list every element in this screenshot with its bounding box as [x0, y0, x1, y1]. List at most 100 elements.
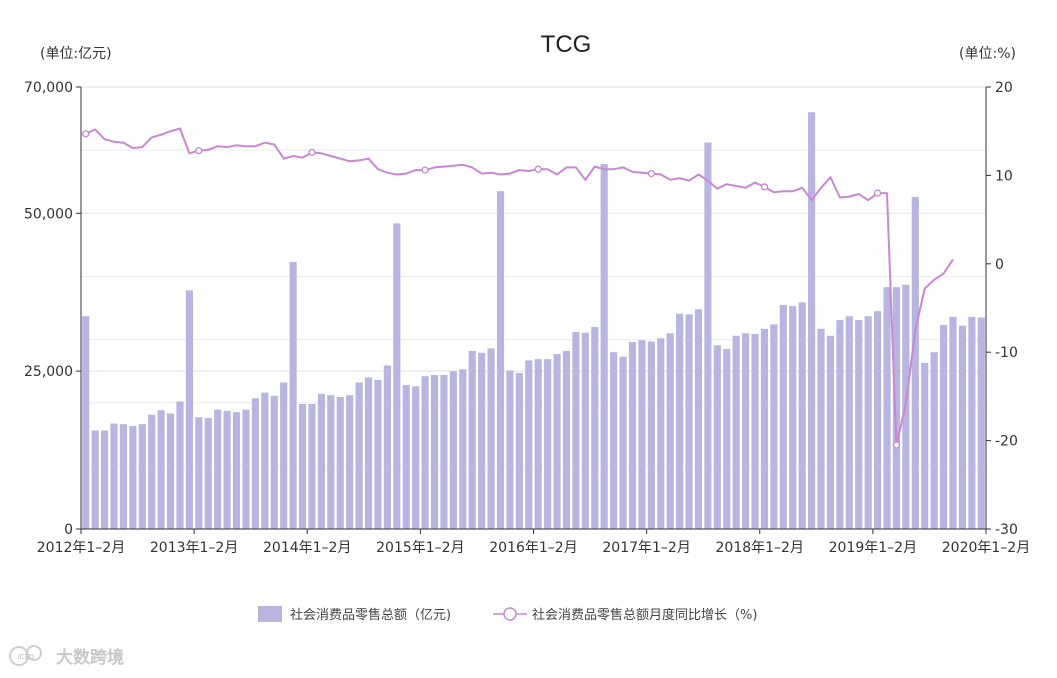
bar[interactable] — [478, 352, 486, 529]
bar[interactable] — [836, 319, 844, 529]
bar[interactable] — [242, 409, 250, 529]
bar[interactable] — [779, 304, 787, 529]
bar[interactable] — [939, 325, 948, 529]
bar[interactable] — [874, 311, 882, 529]
bar[interactable] — [704, 142, 712, 529]
bar[interactable] — [742, 333, 750, 529]
bar[interactable] — [223, 410, 231, 529]
bar[interactable] — [930, 352, 938, 529]
bar[interactable] — [138, 424, 146, 529]
bar[interactable] — [676, 313, 684, 529]
line-point[interactable] — [647, 169, 655, 178]
bar[interactable] — [600, 164, 608, 529]
bar[interactable] — [317, 393, 325, 529]
bar[interactable] — [468, 350, 476, 529]
line-point[interactable] — [308, 148, 316, 157]
bar[interactable] — [176, 401, 184, 529]
bar[interactable] — [383, 365, 391, 529]
bar[interactable] — [534, 359, 542, 529]
bar[interactable] — [487, 348, 495, 529]
bar[interactable] — [694, 309, 703, 529]
bar[interactable] — [760, 328, 769, 529]
bar[interactable] — [157, 410, 165, 529]
bar[interactable] — [119, 424, 128, 529]
bar[interactable] — [553, 354, 561, 529]
bar[interactable] — [855, 319, 863, 529]
bar[interactable] — [148, 414, 156, 529]
bar[interactable] — [185, 290, 193, 529]
bar[interactable] — [685, 314, 693, 529]
bar[interactable] — [110, 423, 118, 529]
bar[interactable] — [459, 369, 467, 529]
bar[interactable] — [204, 417, 212, 529]
line-point[interactable] — [892, 441, 901, 449]
bar[interactable] — [298, 403, 307, 529]
bar[interactable] — [723, 349, 731, 529]
bar[interactable] — [619, 356, 627, 529]
bar[interactable] — [346, 395, 354, 529]
bar[interactable] — [798, 302, 806, 529]
bar[interactable] — [808, 112, 816, 529]
bar[interactable] — [289, 261, 297, 529]
bar[interactable] — [789, 306, 797, 529]
line-point[interactable] — [82, 130, 90, 138]
bar[interactable] — [562, 350, 571, 529]
bar[interactable] — [864, 316, 872, 529]
bar[interactable] — [968, 316, 976, 529]
bar[interactable] — [232, 412, 241, 529]
bar[interactable] — [817, 328, 825, 529]
bar[interactable] — [892, 287, 901, 529]
bar[interactable] — [100, 430, 109, 529]
line-point[interactable] — [195, 146, 203, 155]
legend-item-bars[interactable]: 社会消费品零售总额（亿元) — [258, 606, 451, 623]
bar[interactable] — [610, 352, 618, 529]
bar[interactable] — [628, 342, 637, 529]
bar[interactable] — [421, 376, 429, 529]
bar[interactable] — [195, 417, 203, 529]
bar[interactable] — [327, 395, 335, 529]
bar[interactable] — [364, 377, 373, 529]
bar[interactable] — [657, 338, 665, 529]
bar[interactable] — [214, 409, 222, 529]
bar[interactable] — [430, 374, 439, 529]
bar[interactable] — [826, 335, 835, 529]
legend-item-line[interactable]: 社会消费品零售总额月度同比增长（%) — [493, 607, 757, 623]
bar[interactable] — [82, 316, 90, 529]
bar[interactable] — [666, 333, 674, 529]
bar[interactable] — [921, 362, 929, 529]
bar[interactable] — [449, 371, 457, 529]
bar[interactable] — [280, 382, 288, 529]
bar[interactable] — [572, 331, 580, 529]
bar[interactable] — [506, 370, 514, 529]
bar[interactable] — [308, 403, 316, 529]
bar[interactable] — [91, 430, 99, 529]
bar[interactable] — [638, 340, 646, 529]
bar[interactable] — [496, 191, 505, 529]
bar[interactable] — [911, 196, 919, 529]
bar[interactable] — [977, 317, 985, 529]
bar[interactable] — [402, 385, 410, 529]
bar[interactable] — [770, 324, 778, 529]
bar[interactable] — [129, 426, 137, 529]
line-point[interactable] — [421, 166, 429, 174]
bar[interactable] — [544, 359, 552, 529]
bar[interactable] — [261, 392, 269, 529]
bar[interactable] — [440, 374, 448, 529]
bar[interactable] — [845, 316, 853, 529]
line-point[interactable] — [873, 189, 882, 197]
bar[interactable] — [270, 395, 278, 529]
bar[interactable] — [251, 398, 259, 529]
line-point[interactable] — [534, 165, 542, 173]
bar[interactable] — [581, 332, 589, 529]
bar[interactable] — [958, 325, 967, 529]
bar[interactable] — [355, 382, 363, 529]
line-point[interactable] — [760, 183, 769, 191]
bar[interactable] — [166, 413, 175, 529]
bar[interactable] — [732, 335, 740, 529]
bar[interactable] — [713, 345, 721, 529]
bar[interactable] — [515, 373, 523, 529]
bar[interactable] — [949, 316, 957, 529]
bar[interactable] — [374, 379, 382, 529]
bar[interactable] — [412, 386, 420, 529]
bar[interactable] — [336, 397, 344, 529]
